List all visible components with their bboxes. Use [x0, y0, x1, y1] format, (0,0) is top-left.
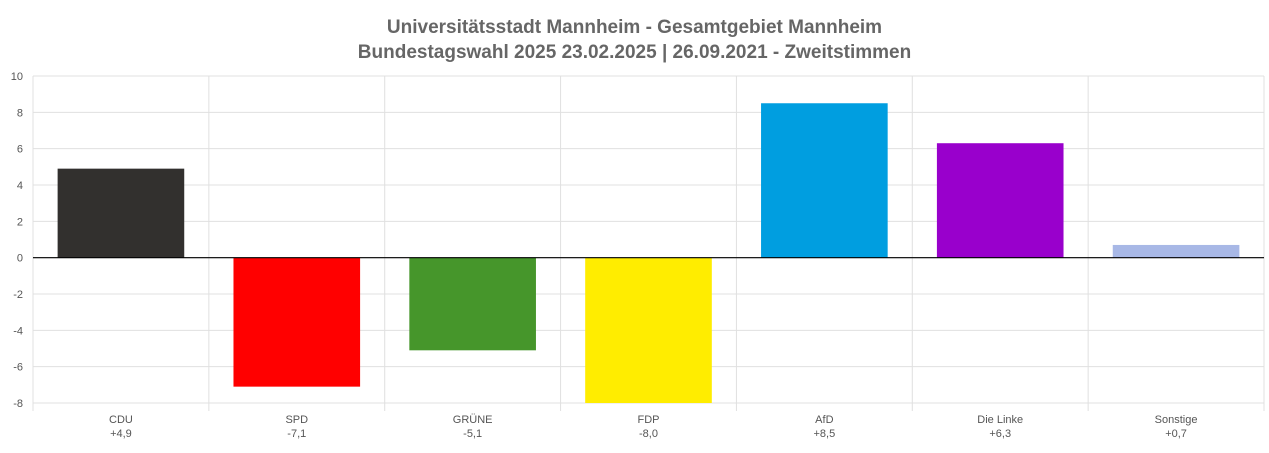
bar-die-linke	[936, 143, 1064, 258]
y-tick-label: -2	[13, 289, 23, 301]
bar-spd	[233, 257, 361, 387]
x-category-label: Die Linke	[977, 414, 1023, 426]
x-value-label: +0,7	[1165, 428, 1187, 440]
x-value-label: +6,3	[989, 428, 1011, 440]
x-category-label: FDP	[638, 414, 660, 426]
x-category-label: Sonstige	[1155, 414, 1198, 426]
x-category-label: SPD	[285, 414, 308, 426]
x-value-label: -7,1	[287, 428, 306, 440]
bar-fdp	[585, 257, 712, 403]
y-tick-label: -6	[13, 362, 23, 374]
chart-subtitle: Bundestagswahl 2025 23.02.2025 | 26.09.2…	[357, 42, 912, 63]
y-tick-label: 10	[11, 71, 23, 83]
y-tick-label: 4	[17, 180, 23, 192]
y-tick-label: 0	[17, 253, 23, 265]
chart-title: Universitätsstadt Mannheim - Gesamtgebie…	[386, 17, 883, 38]
x-category-label: AfD	[815, 414, 833, 426]
x-value-label: -5,1	[463, 428, 482, 440]
x-category-label: CDU	[109, 414, 133, 426]
y-tick-label: -4	[13, 325, 23, 337]
bar-sonstige	[1112, 244, 1240, 258]
x-value-label: +8,5	[813, 428, 835, 440]
bar-grüne	[409, 257, 536, 351]
y-tick-label: 2	[17, 216, 23, 228]
x-category-label: GRÜNE	[453, 414, 493, 426]
y-tick-label: -8	[13, 398, 23, 410]
y-tick-label: 8	[17, 107, 23, 119]
x-value-label: +4,9	[110, 428, 132, 440]
x-value-label: -8,0	[639, 428, 658, 440]
bar-afd	[761, 103, 888, 258]
bar-cdu	[57, 168, 185, 258]
y-tick-label: 6	[17, 144, 23, 156]
